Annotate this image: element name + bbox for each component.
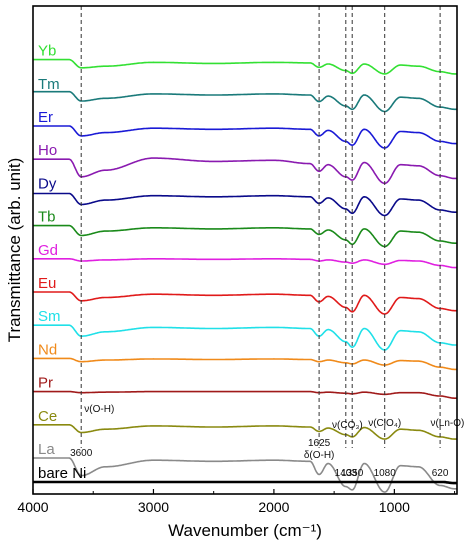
series-line-tb — [33, 224, 457, 248]
series-label-bare-ni: bare Ni — [38, 465, 86, 482]
series-label-nd: Nd — [38, 341, 57, 358]
x-tick-label-4000: 4000 — [17, 499, 48, 515]
series-line-ce — [33, 424, 457, 440]
annotation-0: 3600 — [70, 448, 93, 459]
series-line-pr — [33, 390, 457, 399]
annotation-7: ν(ClO₄) — [368, 418, 401, 429]
x-tick-label-3000: 3000 — [138, 499, 169, 515]
x-axis-title: Wavenumber (cm⁻¹) — [168, 521, 322, 540]
series-line-gd — [33, 258, 457, 269]
plot-frame — [32, 5, 458, 495]
annotation-4: 1403 — [335, 468, 358, 479]
series-line-dy — [33, 192, 457, 217]
series-label-ho: Ho — [38, 142, 57, 159]
x-axis-ticks: 4000 3000 2000 1000 — [17, 489, 456, 515]
annotation-6: 1350 — [341, 468, 364, 479]
series-line-eu — [33, 291, 457, 315]
series-labels: Yb Tm Er Ho Dy Tb Gd Eu Sm Nd Pr Ce La bare Ni — [38, 43, 86, 482]
annotation-2: 1625 — [308, 438, 331, 449]
series-line-ho — [33, 157, 457, 185]
series-line-yb — [33, 58, 457, 75]
series-label-tm: Tm — [38, 76, 60, 93]
series-label-la: La — [38, 441, 55, 458]
series-label-ce: Ce — [38, 408, 57, 425]
annotation-3: δ(O-H) — [304, 450, 335, 461]
series-label-yb: Yb — [38, 43, 56, 60]
x-tick-label-1000: 1000 — [379, 499, 410, 515]
series-label-dy: Dy — [38, 175, 57, 192]
y-axis-title: Transmittance (arb. unit) — [5, 158, 24, 343]
series-label-er: Er — [38, 109, 53, 126]
series-label-eu: Eu — [38, 275, 56, 292]
annotation-5: ν(CO₃) — [332, 420, 363, 431]
series-line-tm — [33, 90, 457, 113]
reference-lines — [80, 6, 441, 448]
series-label-sm: Sm — [38, 308, 61, 325]
annotation-9: ν(Ln-O) — [430, 418, 464, 429]
annotation-1: ν(O-H) — [84, 404, 114, 415]
x-tick-label-2000: 2000 — [258, 499, 289, 515]
series-line-la — [33, 457, 457, 493]
annotation-10: 620 — [432, 468, 449, 479]
series-line-sm — [33, 324, 457, 351]
series-line-bare-ni — [32, 480, 458, 485]
series-line-nd — [33, 357, 457, 371]
series-label-tb: Tb — [38, 209, 56, 226]
series-layer — [32, 58, 458, 493]
series-label-pr: Pr — [38, 375, 53, 392]
series-label-gd: Gd — [38, 242, 58, 259]
annotation-8: 1080 — [374, 468, 397, 479]
series-line-er — [33, 125, 457, 149]
